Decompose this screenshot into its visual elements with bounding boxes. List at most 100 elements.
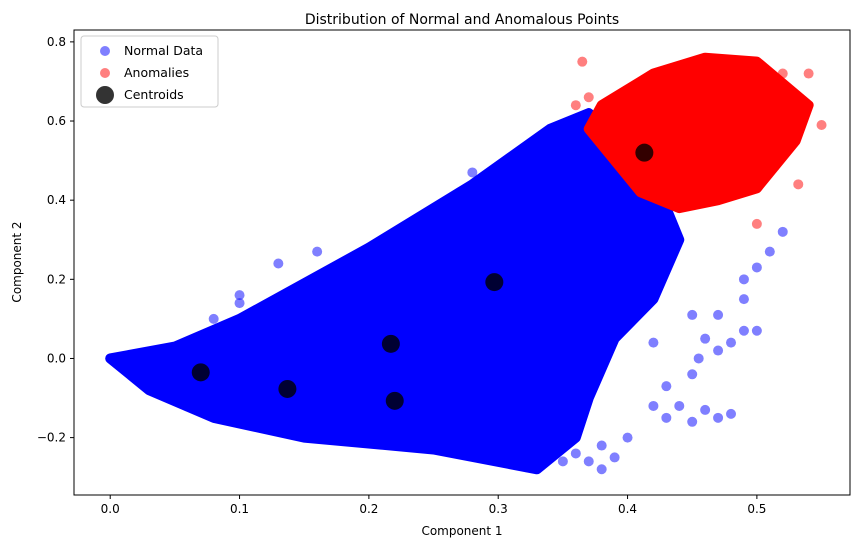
normal-point bbox=[524, 399, 535, 410]
legend-marker-centroids bbox=[96, 86, 114, 104]
anomaly-point bbox=[664, 80, 675, 91]
normal-point bbox=[751, 325, 762, 336]
anomaly-point bbox=[634, 102, 645, 113]
anomaly-point bbox=[634, 166, 645, 177]
normal-point bbox=[624, 199, 635, 210]
normal-point bbox=[533, 350, 544, 361]
normal-point bbox=[566, 318, 577, 329]
normal-point bbox=[402, 237, 413, 248]
normal-point bbox=[339, 337, 350, 348]
normal-point bbox=[613, 196, 624, 207]
normal-point bbox=[523, 344, 534, 355]
normal-point bbox=[482, 211, 493, 222]
normal-point bbox=[400, 289, 411, 300]
anomaly-point bbox=[602, 146, 613, 157]
anomaly-point bbox=[605, 133, 616, 144]
normal-point bbox=[661, 381, 672, 392]
normal-point bbox=[608, 276, 619, 287]
normal-point bbox=[557, 456, 568, 467]
normal-point bbox=[527, 413, 538, 424]
normal-point bbox=[583, 456, 594, 467]
x-tick-label: 0.2 bbox=[359, 502, 378, 516]
normal-point bbox=[140, 366, 151, 377]
normal-point bbox=[438, 249, 449, 260]
normal-point bbox=[565, 242, 576, 253]
normal-point bbox=[447, 260, 458, 271]
normal-point bbox=[303, 379, 314, 390]
normal-point bbox=[234, 346, 245, 357]
normal-point bbox=[647, 240, 658, 251]
normal-point bbox=[305, 425, 316, 436]
normal-point bbox=[367, 253, 378, 264]
anomaly-point bbox=[719, 186, 730, 197]
anomaly-point bbox=[615, 134, 626, 145]
normal-point bbox=[546, 127, 557, 138]
anomaly-point bbox=[694, 67, 705, 78]
normal-point bbox=[490, 346, 501, 357]
normal-point bbox=[751, 262, 762, 273]
normal-point bbox=[428, 411, 439, 422]
anomaly-point bbox=[705, 140, 716, 151]
normal-point bbox=[360, 336, 371, 347]
anomaly-point bbox=[729, 71, 740, 82]
normal-point bbox=[606, 324, 617, 335]
normal-point bbox=[451, 201, 462, 212]
normal-point bbox=[693, 353, 704, 364]
anomaly-point bbox=[744, 92, 755, 103]
normal-point bbox=[511, 221, 522, 232]
anomaly-point bbox=[768, 104, 779, 115]
x-tick-label: 0.0 bbox=[101, 502, 120, 516]
normal-point bbox=[517, 254, 528, 265]
normal-point bbox=[411, 259, 422, 270]
normal-point bbox=[498, 203, 509, 214]
normal-point bbox=[505, 441, 516, 452]
anomaly-point bbox=[665, 188, 676, 199]
normal-point bbox=[510, 239, 521, 250]
plot-frame bbox=[73, 29, 851, 496]
normal-point bbox=[378, 380, 389, 391]
anomaly-point bbox=[681, 175, 692, 186]
anomaly-point bbox=[665, 126, 676, 137]
normal-point bbox=[411, 302, 422, 313]
normal-point bbox=[627, 289, 638, 300]
normal-point bbox=[563, 357, 574, 368]
normal-point bbox=[738, 294, 749, 305]
anomaly-point bbox=[745, 81, 756, 92]
normal-point bbox=[403, 300, 414, 311]
normal-point bbox=[357, 390, 368, 401]
normal-point bbox=[495, 325, 506, 336]
anomaly-point bbox=[777, 68, 788, 79]
anomaly-point bbox=[723, 101, 734, 112]
normal-point bbox=[392, 355, 403, 366]
normal-point bbox=[536, 145, 547, 156]
normal-point bbox=[370, 343, 381, 354]
normal-point bbox=[642, 298, 653, 309]
normal-point bbox=[256, 375, 267, 386]
anomaly-point bbox=[668, 135, 679, 146]
anomaly-point bbox=[763, 120, 774, 131]
normal-point bbox=[497, 379, 508, 390]
normal-point bbox=[459, 351, 470, 362]
normal-point bbox=[648, 269, 659, 280]
normal-point bbox=[532, 265, 543, 276]
normal-point bbox=[510, 280, 521, 291]
anomaly-point bbox=[620, 167, 631, 178]
normal-point bbox=[513, 406, 524, 417]
normal-point bbox=[270, 366, 281, 377]
normal-point bbox=[322, 423, 333, 434]
anomaly-point bbox=[782, 134, 793, 145]
normal-point bbox=[218, 341, 229, 352]
normal-point bbox=[528, 153, 539, 164]
anomaly-point bbox=[793, 179, 804, 190]
normal-point bbox=[532, 217, 543, 228]
normal-point bbox=[543, 385, 554, 396]
normal-point bbox=[497, 408, 508, 419]
normal-point bbox=[596, 440, 607, 451]
normal-point bbox=[335, 328, 346, 339]
normal-point bbox=[389, 243, 400, 254]
anomaly-point bbox=[798, 107, 809, 118]
normal-point bbox=[531, 434, 542, 445]
normal-point bbox=[609, 225, 620, 236]
normal-point bbox=[622, 432, 633, 443]
anomaly-point bbox=[658, 93, 669, 104]
